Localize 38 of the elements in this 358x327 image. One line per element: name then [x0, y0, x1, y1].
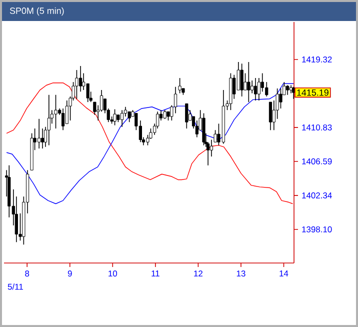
x-tick-label: 12 [194, 270, 202, 276]
candlestick [279, 88, 282, 109]
candlestick [128, 111, 131, 122]
candlestick [250, 80, 254, 94]
candlestick [65, 100, 68, 124]
y-tick-label: 1419.32 [302, 56, 332, 62]
candlestick [79, 66, 82, 92]
x-tick-label: 13 [236, 270, 246, 277]
candlestick [244, 72, 247, 90]
candlestick [86, 83, 90, 102]
y-tick-label: 1410.83 [302, 124, 332, 130]
x-tick-label: 14 [280, 270, 288, 276]
x-tick-label: 8 [25, 270, 30, 277]
x-tick-label: 11 [152, 270, 160, 276]
candlestick [268, 102, 272, 130]
candlestick [47, 94, 50, 146]
candlestick [195, 120, 198, 138]
candlestick [236, 62, 240, 90]
candlestick [54, 94, 58, 129]
candlestick [61, 108, 65, 130]
candlestick [185, 103, 188, 129]
annotation: 1415.19 [297, 89, 328, 96]
candlestick [240, 63, 244, 97]
candlestick [254, 78, 258, 101]
y-tick-label: 1406.59 [302, 158, 332, 164]
candlestick [247, 62, 250, 102]
candlestick [113, 108, 116, 126]
candlestick [178, 78, 182, 94]
candlestick [174, 86, 178, 114]
y-tick-label: 1398.10 [302, 226, 332, 232]
x-tick-label: 9 [68, 270, 72, 277]
text: 5/11 [8, 284, 23, 290]
candlestick [75, 70, 78, 100]
candlestick [120, 110, 124, 128]
chart-title: SP0M (5 min) [10, 7, 64, 16]
candlestick [40, 128, 44, 149]
x-tick-label: 10 [108, 270, 118, 277]
y-tick-label: 1402.34 [302, 192, 332, 198]
